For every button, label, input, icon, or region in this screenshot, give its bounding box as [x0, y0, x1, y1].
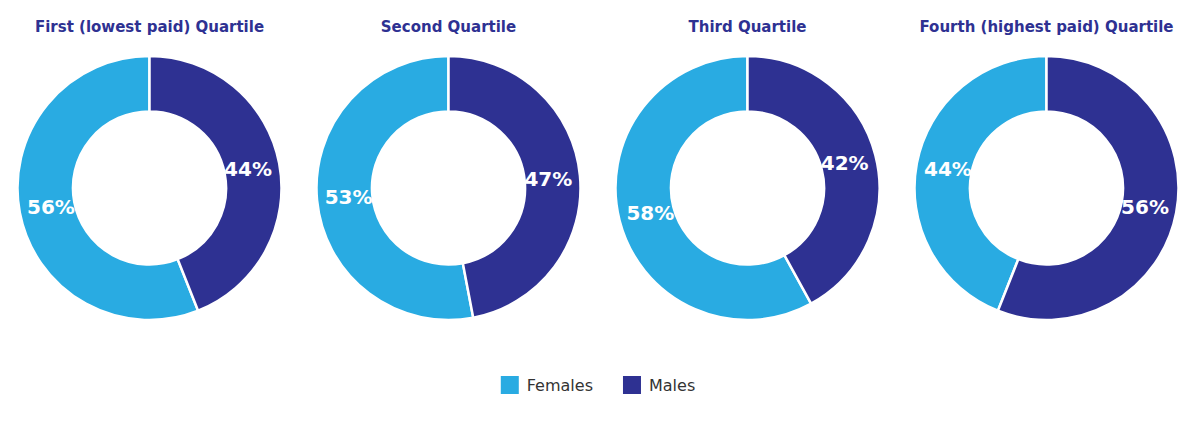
- data-label: 53%: [325, 185, 373, 209]
- chart-title: First (lowest paid) Quartile: [35, 18, 264, 36]
- chart-title: Fourth (highest paid) Quartile: [919, 18, 1173, 36]
- data-label: 44%: [924, 157, 972, 181]
- chart-title: Third Quartile: [689, 18, 807, 36]
- donut-slice: Males: [449, 56, 581, 318]
- chart-title: Second Quartile: [381, 18, 516, 36]
- legend-swatch: [501, 376, 519, 394]
- legend-label: Males: [649, 376, 695, 395]
- legend: Females Males: [501, 376, 695, 395]
- donut-panel: Fourth (highest paid) QuartileFemalesMal…: [915, 18, 1179, 320]
- legend-item: Males: [623, 376, 695, 395]
- legend-label: Females: [527, 376, 593, 395]
- legend-item: Females: [501, 376, 593, 395]
- data-label: 47%: [524, 167, 572, 191]
- donut-panel: Third QuartileFemalesMales58%42%: [616, 18, 880, 320]
- data-label: 56%: [1121, 195, 1169, 219]
- data-label: 56%: [27, 195, 75, 219]
- donut-panel: Second QuartileFemalesMales53%47%: [317, 18, 581, 320]
- donut-slice: Males: [150, 56, 282, 311]
- legend-swatch: [623, 376, 641, 394]
- donut-slice: Males: [998, 56, 1179, 320]
- data-label: 42%: [821, 151, 869, 175]
- figure: First (lowest paid) Quartile Females Males…: [0, 0, 1196, 425]
- data-label: 44%: [224, 157, 272, 181]
- donut-panel: First (lowest paid) QuartileFemalesMales…: [17, 18, 281, 320]
- donut-slice: Males: [748, 56, 880, 304]
- data-label: 58%: [626, 201, 674, 225]
